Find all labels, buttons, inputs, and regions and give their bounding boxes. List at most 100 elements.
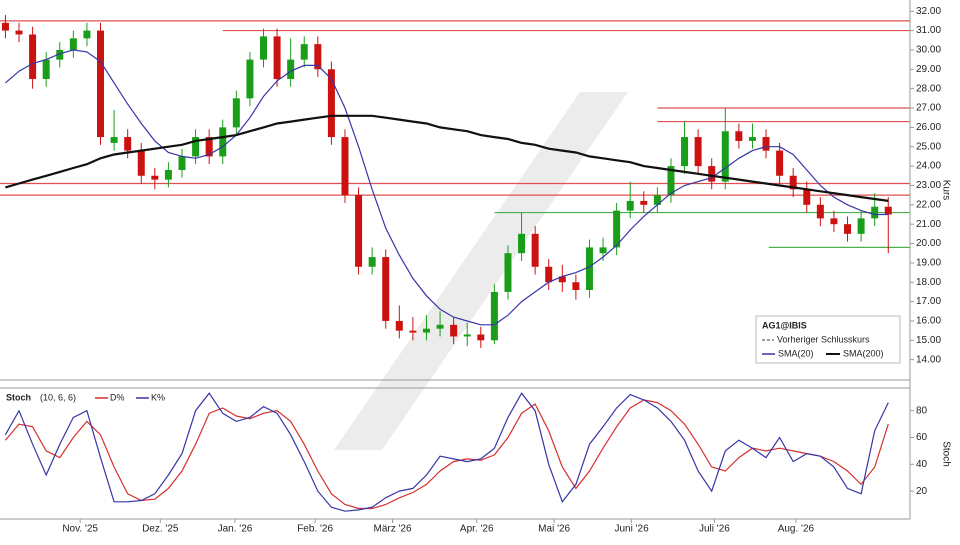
- candle-body: [314, 44, 322, 70]
- series-line: [5, 49, 889, 326]
- y-tick-label: 30.00: [916, 45, 941, 56]
- y-tick-label: 31.00: [916, 25, 941, 36]
- candle-body: [667, 166, 675, 196]
- candle-body: [681, 137, 689, 167]
- y-tick-label: 28.00: [916, 83, 941, 94]
- candle-body: [450, 324, 458, 337]
- candle-body: [232, 98, 240, 128]
- x-tick-label: Aug. '26: [778, 524, 815, 535]
- candle-body: [355, 195, 363, 267]
- candle-body: [219, 127, 227, 157]
- candle-body: [640, 200, 648, 205]
- x-tick-label: Juli '26: [699, 524, 730, 535]
- y-tick-label: 16.00: [916, 316, 941, 327]
- candle-body: [436, 324, 444, 329]
- x-tick-label: Apr. '26: [460, 524, 494, 535]
- candle-body: [830, 218, 838, 225]
- candle-body: [708, 166, 716, 182]
- candle-body: [205, 137, 213, 157]
- candle-body: [871, 206, 879, 219]
- candle-body: [422, 328, 430, 333]
- candle-body: [29, 34, 37, 79]
- series-line: [4, 399, 889, 510]
- candle-body: [558, 276, 566, 283]
- candle-body: [504, 253, 512, 292]
- legend-entry: D%: [110, 392, 125, 402]
- candle-body: [531, 233, 539, 267]
- candle-body: [192, 137, 200, 157]
- candle-body: [803, 189, 811, 205]
- candle-body: [626, 200, 634, 211]
- panel-subtitle: (10, 6, 6): [40, 392, 76, 402]
- y-tick-label: 24.00: [916, 161, 941, 172]
- candle-body: [124, 137, 132, 151]
- panel-title: Stoch: [6, 392, 31, 402]
- x-tick-label: Jan. '26: [218, 524, 253, 535]
- candle-body: [164, 169, 172, 180]
- stoch-legend: Stoch (10, 6, 6) D% K%: [6, 392, 165, 402]
- legend-entry: SMA(20): [778, 348, 814, 358]
- candle-body: [69, 38, 77, 50]
- candle-body: [327, 69, 335, 138]
- candle-body: [97, 30, 105, 138]
- candle-body: [83, 30, 91, 39]
- candle-body: [735, 131, 743, 141]
- x-tick-label: März '26: [373, 524, 411, 535]
- legend-entry: Vorheriger Schlusskurs: [777, 334, 870, 344]
- candle-body: [477, 334, 485, 341]
- candle-body: [844, 224, 852, 234]
- candle-body: [776, 150, 784, 176]
- candle-body: [884, 206, 892, 215]
- candle-body: [300, 44, 308, 60]
- x-tick-label: Mai '26: [538, 524, 570, 535]
- candle-body: [694, 137, 702, 167]
- candle-body: [259, 36, 267, 60]
- y-tick-label: 19.00: [916, 258, 941, 269]
- candle-body: [613, 210, 621, 248]
- candle-body: [151, 175, 159, 180]
- candle-body: [653, 195, 661, 205]
- y-tick-label: 21.00: [916, 219, 941, 230]
- candle-body: [545, 266, 553, 283]
- y-tick-label: 18.00: [916, 277, 941, 288]
- candle-body: [599, 247, 607, 254]
- y-tick-label: 22.00: [916, 199, 941, 210]
- candle-body: [15, 30, 23, 35]
- candle-body: [341, 137, 349, 196]
- candle-body: [42, 59, 50, 79]
- candle-body: [287, 59, 295, 79]
- candle-body: [178, 156, 186, 170]
- candle-body: [748, 137, 756, 141]
- legend: AG1@IBIS Vorheriger Schlusskurs SMA(20) …: [755, 315, 901, 364]
- x-tick-label: Dez. '25: [142, 524, 179, 535]
- watermark: [334, 92, 628, 450]
- legend-entry: K%: [151, 392, 165, 402]
- candle-body: [395, 320, 403, 331]
- candle-body: [110, 137, 118, 143]
- candle-body: [1, 22, 9, 31]
- series-line: [5, 114, 889, 202]
- candle-body: [463, 334, 471, 337]
- x-tick-label: Feb. '26: [297, 524, 333, 535]
- y-tick-label: 23.00: [916, 180, 941, 191]
- y-tick-label: 25.00: [916, 141, 941, 152]
- candle-body: [490, 291, 498, 341]
- y-tick-label: 20: [916, 486, 928, 497]
- x-tick-label: Juni '26: [614, 524, 649, 535]
- candle-body: [721, 131, 729, 182]
- candle-body: [246, 59, 254, 99]
- candle-body: [409, 330, 417, 333]
- y-tick-label: 26.00: [916, 122, 941, 133]
- y-tick-label: 80: [916, 405, 928, 416]
- candle-body: [572, 282, 580, 290]
- y-tick-label: 29.00: [916, 64, 941, 75]
- candle-body: [137, 150, 145, 176]
- y-tick-label: 40: [916, 459, 928, 470]
- legend-title: AG1@IBIS: [762, 320, 807, 330]
- candle-body: [585, 247, 593, 290]
- legend-entry: SMA(200): [843, 348, 884, 358]
- y-tick-label: 14.00: [916, 354, 941, 365]
- y-tick-label: 27.00: [916, 103, 941, 114]
- y-axis-label: Stoch: [940, 441, 951, 467]
- y-axis-label: Kurs: [940, 180, 951, 201]
